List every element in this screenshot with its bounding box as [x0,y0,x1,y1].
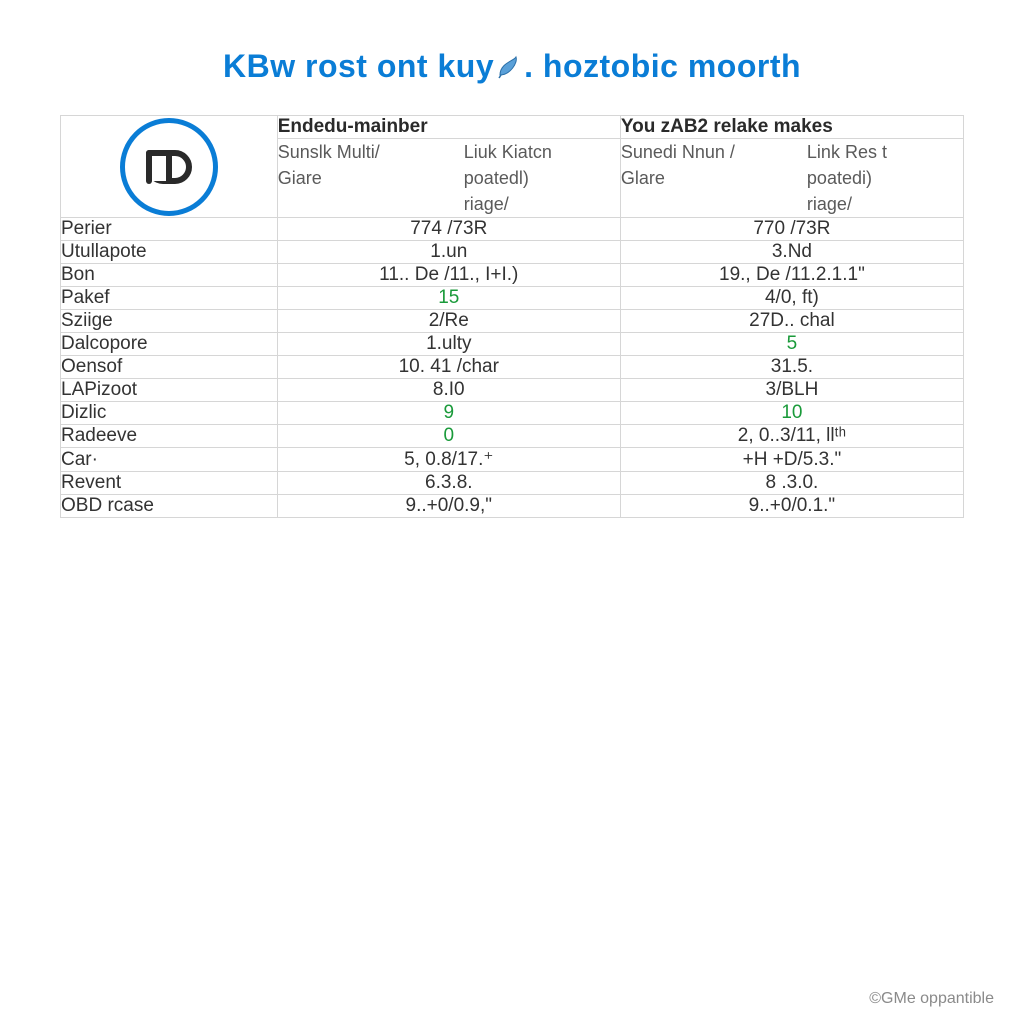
row-value-col-1: 1.un [277,241,620,264]
table-row: Revent6.3.8.8 .3.0. [61,472,964,495]
subheader-right-line: riage/ [807,194,852,214]
subheader-right-line: Link Res t [807,142,887,162]
subheader-right-line: poatedi) [807,168,872,188]
table-row: Radeeve02, 0..3/11, llᵗʰ [61,425,964,448]
row-value-col-1: 8.I0 [277,379,620,402]
table-row: LAPizoot8.I03/BLH [61,379,964,402]
table-row: Utullapote1.un3.Nd [61,241,964,264]
row-value-col-2: 9..+0/0.1." [620,495,963,518]
row-value-col-1: 9 [277,402,620,425]
row-label: Revent [61,472,278,495]
title-part-1: KBw rost ont kuy [223,48,494,84]
row-value-col-2: 19., De /11.2.1.1" [620,264,963,287]
row-value-col-2: 27D.. chal [620,310,963,333]
row-label: Utullapote [61,241,278,264]
subheader-right-line: Liuk Kiatcn [464,142,552,162]
row-value-col-2: +H +D/5.3." [620,448,963,472]
subheader-right-line: poatedl) [464,168,529,188]
row-value-col-2: 2, 0..3/11, llᵗʰ [620,425,963,448]
row-value-col-2: 3.Nd [620,241,963,264]
subheader-left-line: Sunslk Multi/ [278,142,380,162]
table-row: Pakef154/0, ft) [61,287,964,310]
column-header-2: You zAB2 relake makes [620,116,963,139]
row-value-col-1: 15 [277,287,620,310]
table-row: OBD rcase9..+0/0.9,"9..+0/0.1." [61,495,964,518]
row-value-col-1: 1.ulty [277,333,620,356]
table-row: Perier774 /73R770 /73R [61,218,964,241]
row-value-col-2: 770 /73R [620,218,963,241]
table-row: Car·5, 0.8/17.⁺+H +D/5.3." [61,448,964,472]
row-value-col-1: 774 /73R [277,218,620,241]
comparison-table: Endedu-mainberYou zAB2 relake makesSunsl… [60,115,964,518]
row-value-col-1: 9..+0/0.9," [277,495,620,518]
row-label: LAPizoot [61,379,278,402]
copyright-credit: ©GMe oppantible [869,990,994,1008]
row-label: Car· [61,448,278,472]
row-label: Sziige [61,310,278,333]
row-label: Dalcopore [61,333,278,356]
subheader-right-line: riage/ [464,194,509,214]
page-title: KBw rost ont kuy . hoztobic moorth [60,48,964,85]
row-value-col-2: 10 [620,402,963,425]
table-row: Dalcopore1.ulty5 [61,333,964,356]
row-value-col-2: 3/BLH [620,379,963,402]
row-label: Dizlic [61,402,278,425]
table-row: Oensof10. 41 /char31.5. [61,356,964,379]
brand-logo [120,118,218,216]
row-label: Oensof [61,356,278,379]
row-value-col-2: 8 .3.0. [620,472,963,495]
row-value-col-1: 2/Re [277,310,620,333]
subheader-left-line: Giare [278,168,322,188]
brand-logo-cell [61,116,278,218]
row-value-col-1: 11.. De /11., I+I.) [277,264,620,287]
table-row: Dizlic910 [61,402,964,425]
row-label: OBD rcase [61,495,278,518]
row-value-col-1: 10. 41 /char [277,356,620,379]
row-value-col-2: 5 [620,333,963,356]
subheader-left-line: Sunedi Nnun / [621,142,735,162]
column-header-1: Endedu-mainber [277,116,620,139]
row-label: Pakef [61,287,278,310]
subheader-left-line: Glare [621,168,665,188]
row-value-col-2: 31.5. [620,356,963,379]
row-label: Perier [61,218,278,241]
row-value-col-2: 4/0, ft) [620,287,963,310]
row-value-col-1: 5, 0.8/17.⁺ [277,448,620,472]
row-value-col-1: 0 [277,425,620,448]
column-subheader-1: Sunslk Multi/Giare Liuk Kiatcn poatedl) ria… [277,139,620,218]
row-label: Bon [61,264,278,287]
row-label: Radeeve [61,425,278,448]
title-decorative-icon [496,50,522,87]
table-row: Bon11.. De /11., I+I.)19., De /11.2.1.1" [61,264,964,287]
title-part-2: . hoztobic moorth [524,48,801,84]
table-row: Sziige2/Re27D.. chal [61,310,964,333]
column-subheader-2: Sunedi Nnun / Glare Link Res t poatedi) riag… [620,139,963,218]
row-value-col-1: 6.3.8. [277,472,620,495]
